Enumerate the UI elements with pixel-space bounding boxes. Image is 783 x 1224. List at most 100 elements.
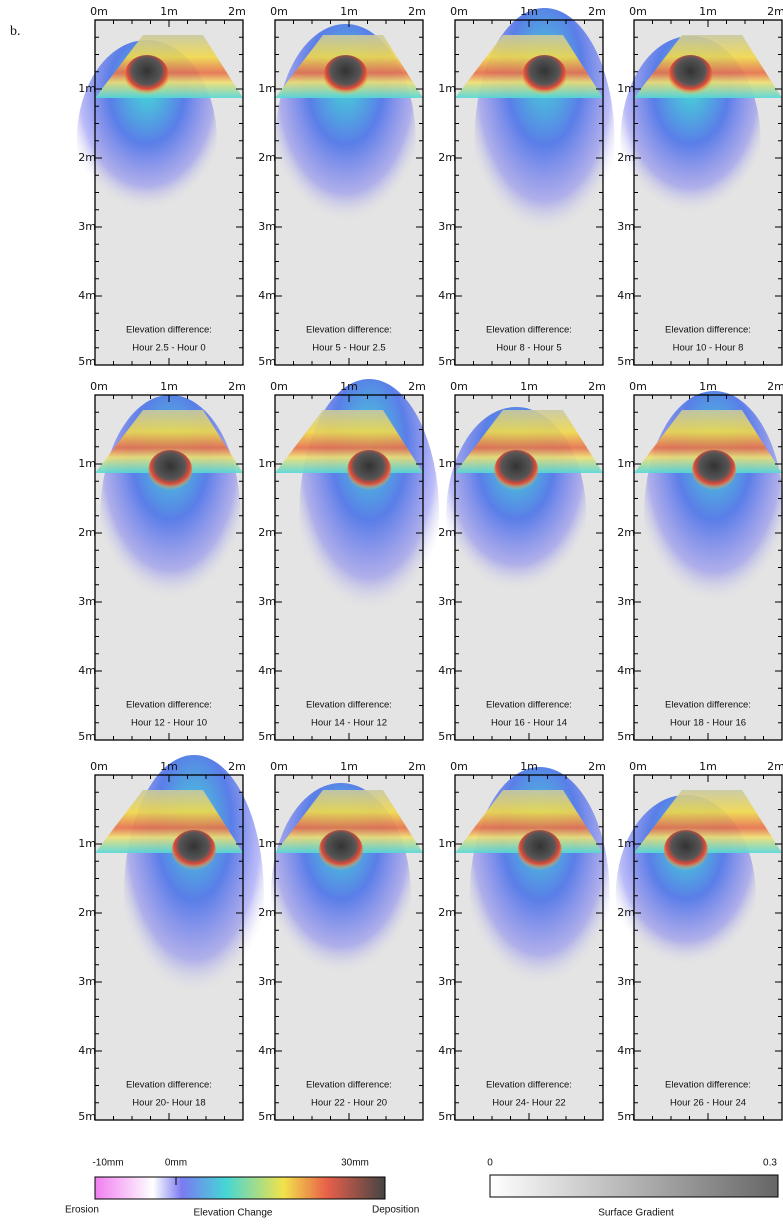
y-axis-label: 2m (438, 151, 456, 164)
y-axis-label: 1m (438, 837, 456, 850)
y-axis-label: 1m (258, 82, 276, 95)
panel-caption: Elevation difference: (126, 700, 212, 711)
x-axis-label: 1m (520, 380, 538, 393)
panel-interval: Hour 22 - Hour 20 (311, 1098, 387, 1109)
x-axis-label: 0m (270, 5, 288, 18)
y-axis-label: 1m (438, 82, 456, 95)
panel: 0m 1m 2m 1m 2m 3m 4m 5m Elevation difference: Hou… (258, 5, 426, 368)
deposition-core (124, 55, 169, 95)
y-axis-label: 1m (617, 457, 635, 470)
y-axis-label: 1m (78, 457, 96, 470)
x-axis-label: 1m (160, 760, 178, 773)
panel: 0m 1m 2m 1m 2m 3m 4m 5m Elevation difference: Hou… (617, 380, 783, 743)
y-axis-label: 3m (617, 220, 635, 233)
panel-interval: Hour 24- Hour 22 (492, 1098, 565, 1109)
sand-pile (275, 790, 423, 853)
panel-interval: Hour 14 - Hour 12 (311, 718, 387, 729)
y-axis-label: 3m (78, 595, 96, 608)
x-axis-label: 2m (588, 5, 606, 18)
panel-interval: Hour 18 - Hour 16 (670, 718, 746, 729)
x-axis-label: 0m (629, 5, 647, 18)
x-axis-label: 1m (520, 5, 538, 18)
legend-tick-label: 0 (487, 1158, 493, 1169)
panel: 0m 1m 2m 1m 2m 3m 4m 5m Elevation difference: Hou… (438, 760, 610, 1123)
panel-interval: Hour 12 - Hour 10 (131, 718, 207, 729)
y-axis-label: 1m (258, 837, 276, 850)
deposition-core (668, 55, 713, 95)
x-axis-label: 2m (408, 760, 426, 773)
y-axis-label: 1m (78, 82, 96, 95)
panel-caption: Elevation difference: (486, 700, 572, 711)
y-axis-label: 2m (78, 906, 96, 919)
y-axis-label: 5m (78, 1110, 96, 1123)
panel: 0m 1m 2m 1m 2m 3m 4m 5m Elevation difference: Hou… (615, 760, 783, 1123)
y-axis-label: 4m (258, 1044, 276, 1057)
x-axis-label: 2m (767, 380, 783, 393)
y-axis-label: 5m (438, 355, 456, 368)
y-axis-label: 4m (78, 1044, 96, 1057)
x-axis-label: 0m (270, 380, 288, 393)
x-axis-label: 0m (450, 760, 468, 773)
y-axis-label: 5m (258, 730, 276, 743)
panel-interval: Hour 20- Hour 18 (132, 1098, 205, 1109)
y-axis-label: 2m (258, 526, 276, 539)
y-axis-label: 3m (617, 595, 635, 608)
legend-title: Elevation Change (194, 1208, 273, 1219)
x-axis-label: 1m (340, 380, 358, 393)
y-axis-label: 4m (438, 664, 456, 677)
panel-caption: Elevation difference: (665, 700, 751, 711)
y-axis-label: 1m (617, 837, 635, 850)
panel-interval: Hour 5 - Hour 2.5 (312, 343, 385, 354)
deposition-core (318, 830, 363, 870)
x-axis-label: 1m (340, 760, 358, 773)
y-axis-label: 3m (438, 595, 456, 608)
sand-pile (455, 790, 603, 853)
x-axis-label: 0m (90, 380, 108, 393)
y-axis-label: 5m (438, 730, 456, 743)
x-axis-label: 0m (629, 760, 647, 773)
x-axis-label: 1m (520, 760, 538, 773)
y-axis-label: 4m (617, 289, 635, 302)
y-axis-label: 4m (438, 1044, 456, 1057)
panel-caption: Elevation difference: (126, 325, 212, 336)
x-axis-label: 2m (588, 380, 606, 393)
deposition-core (494, 450, 539, 490)
x-axis-label: 2m (408, 380, 426, 393)
y-axis-label: 4m (78, 664, 96, 677)
panel-caption: Elevation difference: (306, 1080, 392, 1091)
panel: 0m 1m 2m 1m 2m 3m 4m 5m Elevation difference: Hou… (438, 380, 606, 743)
y-axis-label: 3m (617, 975, 635, 988)
panel-caption: Elevation difference: (306, 700, 392, 711)
panel-interval: Hour 16 - Hour 14 (491, 718, 567, 729)
y-axis-label: 4m (617, 664, 635, 677)
deposition-core (517, 830, 562, 870)
y-axis-label: 5m (617, 730, 635, 743)
elevation-colorbar (94, 1176, 386, 1200)
x-axis-label: 0m (450, 380, 468, 393)
panel: 0m 1m 2m 1m 2m 3m 4m 5m Elevation difference: Hou… (617, 5, 783, 368)
x-axis-label: 0m (270, 760, 288, 773)
x-axis-label: 2m (767, 760, 783, 773)
y-axis-label: 5m (617, 1110, 635, 1123)
y-axis-label: 2m (258, 151, 276, 164)
y-axis-label: 2m (617, 151, 635, 164)
x-axis-label: 2m (228, 5, 246, 18)
deposition-core (323, 55, 368, 95)
y-axis-label: 3m (438, 220, 456, 233)
y-axis-label: 2m (78, 526, 96, 539)
x-axis-label: 1m (699, 760, 717, 773)
y-axis-label: 5m (438, 1110, 456, 1123)
panel: 0m 1m 2m 1m 2m 3m 4m 5m Elevation difference: Hou… (258, 379, 440, 743)
panel-caption: Elevation difference: (486, 325, 572, 336)
y-axis-label: 4m (617, 1044, 635, 1057)
y-axis-label: 3m (78, 975, 96, 988)
panel-caption: Elevation difference: (306, 325, 392, 336)
x-axis-label: 0m (90, 760, 108, 773)
x-axis-label: 2m (228, 380, 246, 393)
panel-interval: Hour 10 - Hour 8 (673, 343, 744, 354)
x-axis-label: 1m (340, 5, 358, 18)
legend-tick-label: -10mm (92, 1158, 123, 1169)
x-axis-label: 1m (160, 380, 178, 393)
y-axis-label: 1m (438, 457, 456, 470)
